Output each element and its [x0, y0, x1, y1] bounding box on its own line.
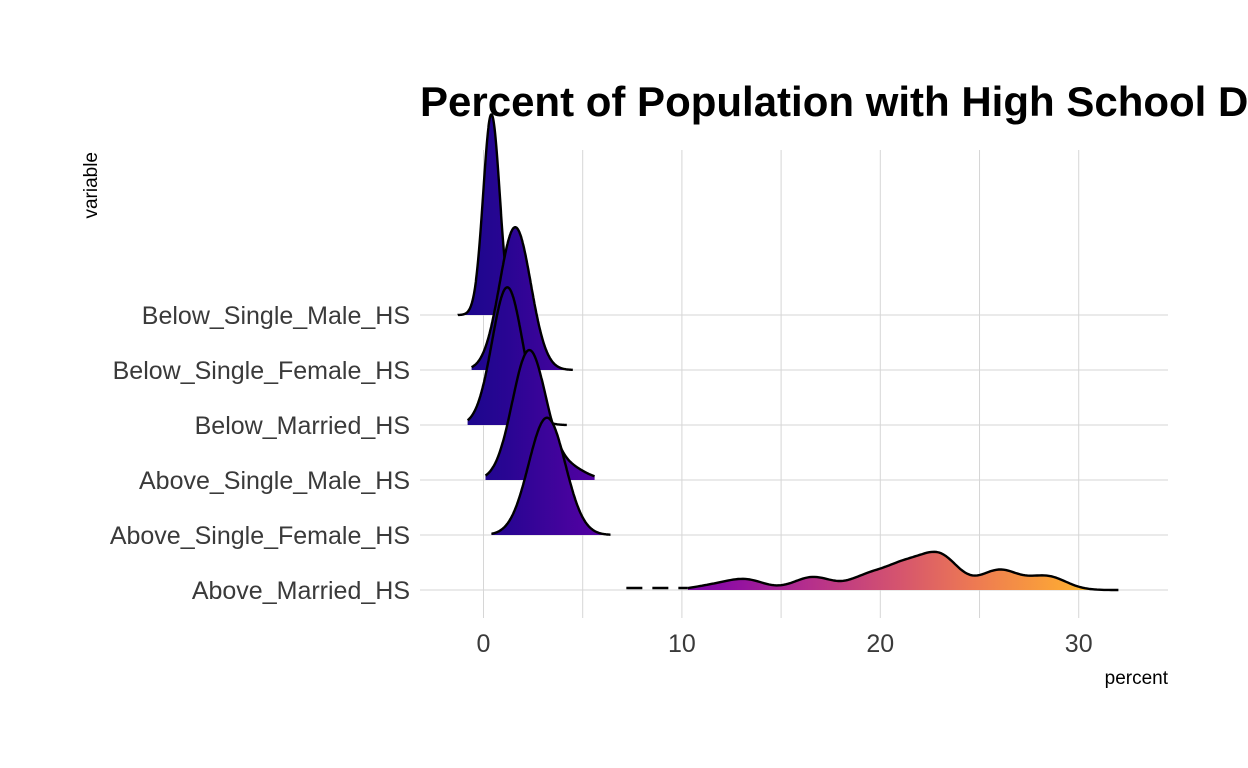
x-tick-label: 30: [1065, 630, 1093, 658]
x-tick-label: 20: [866, 630, 894, 658]
y-tick-label: Above_Single_Male_HS: [139, 467, 410, 495]
y-tick-label: Below_Married_HS: [195, 412, 410, 440]
ridge-outline: [484, 348, 596, 478]
ridge-outline: [490, 416, 611, 536]
x-tick-label: 0: [477, 630, 491, 658]
x-tick-labels: 0 10 20 30: [477, 630, 1093, 658]
chart-title: Percent of Population with High School D…: [420, 78, 1248, 125]
x-axis-title: percent: [1105, 668, 1169, 689]
y-tick-label: Below_Single_Female_HS: [113, 357, 410, 385]
ridge-fill: [687, 551, 1119, 590]
ridge-outline: [456, 113, 513, 317]
y-tick-label: Above_Single_Female_HS: [110, 522, 410, 550]
y-axis-title: variable: [81, 152, 102, 219]
ridge-outline: [470, 226, 574, 371]
ridge-fill: [491, 417, 611, 535]
y-tick-labels: Above_Married_HS Above_Single_Female_HS Ab…: [110, 302, 410, 605]
ridge-outline: [687, 550, 1119, 592]
ridge-fill: [485, 350, 595, 480]
x-tick-label: 10: [668, 630, 696, 658]
ridge-fill: [467, 287, 567, 425]
ridge-fill: [457, 114, 512, 316]
ridges: [456, 113, 1119, 592]
y-tick-label: Below_Single_Male_HS: [142, 302, 410, 330]
y-tick-label: Above_Married_HS: [192, 577, 410, 605]
